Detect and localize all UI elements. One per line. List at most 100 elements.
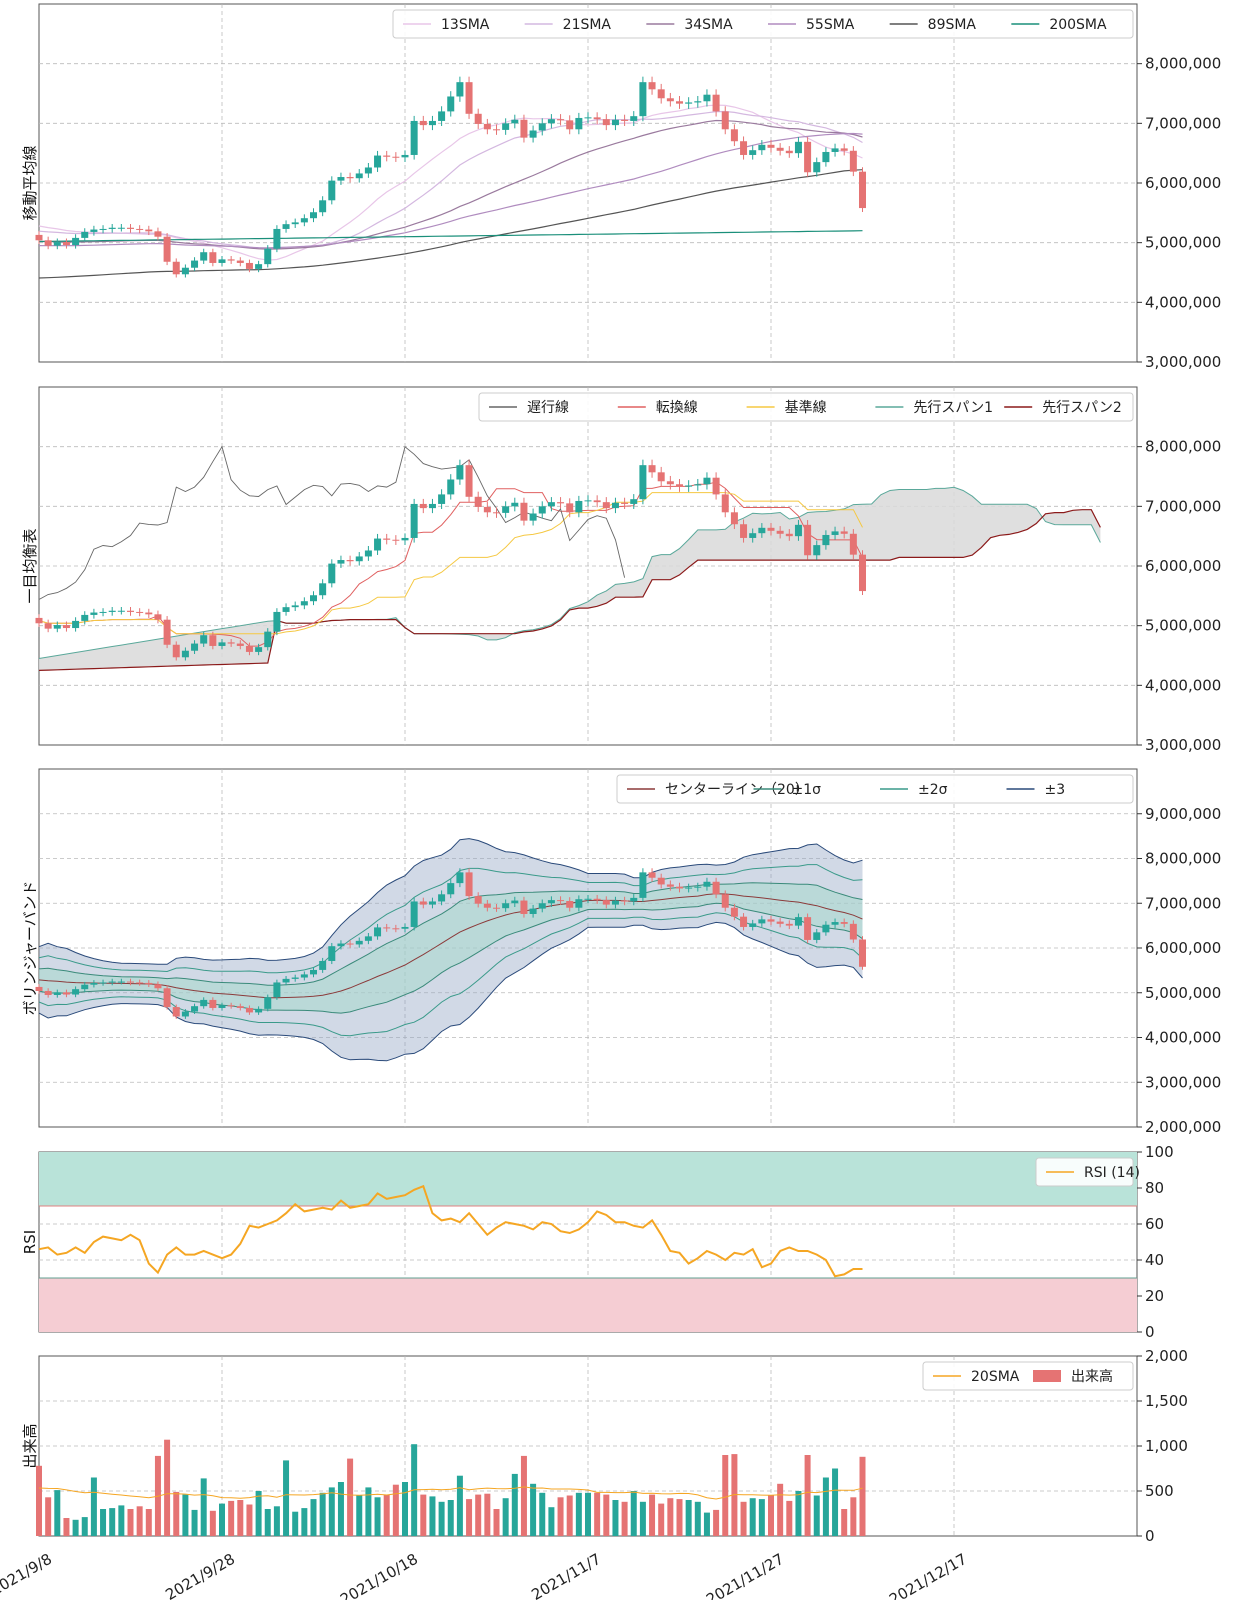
candle-body [621, 502, 629, 504]
volume-bar [283, 1460, 290, 1536]
legend-label: 13SMA [441, 17, 490, 33]
volume-bar [548, 1507, 555, 1536]
candle-body [108, 227, 116, 229]
candle-body [392, 928, 400, 930]
y-tick-label: 0 [1145, 1323, 1155, 1341]
volume-bar [402, 1482, 408, 1536]
y-tick-label: 80 [1145, 1179, 1164, 1197]
candle-body [273, 982, 281, 998]
y-tick-label: 8,000,000 [1145, 438, 1221, 456]
candle-body [291, 605, 299, 608]
candle-body [200, 252, 208, 261]
candle-body [401, 926, 409, 929]
candle-body [282, 224, 290, 229]
y-tick-label: 1,000 [1145, 1437, 1188, 1455]
candle-body [703, 94, 711, 102]
candle-body [804, 524, 812, 556]
y-tick-label: 0 [1145, 1527, 1155, 1545]
volume-bar [639, 1501, 646, 1536]
candle-body [428, 120, 436, 126]
y-tick-label: 100 [1145, 1143, 1174, 1161]
volume-bar [273, 1506, 280, 1536]
candle-body [44, 240, 52, 246]
volume-bar [859, 1456, 866, 1536]
legend-label: 基準線 [785, 399, 827, 416]
candle-body [172, 1007, 180, 1017]
candle-body [209, 999, 217, 1008]
candle-body [602, 119, 610, 126]
candle-body [749, 150, 757, 155]
candle-body [209, 635, 217, 646]
candles-1 [35, 459, 866, 661]
y-tick-label: 20 [1145, 1287, 1164, 1305]
legend-label: 34SMA [684, 17, 733, 33]
x-tick-label: 2021/11/27 [703, 1550, 787, 1600]
candle-body [172, 261, 180, 275]
volume-bar [685, 1500, 692, 1536]
candle-body [566, 120, 574, 130]
candle-body [383, 155, 391, 157]
candle-body [181, 1011, 189, 1017]
candle-body [255, 264, 263, 269]
candle-body [831, 922, 839, 925]
candle-body [392, 156, 400, 158]
candle-body [117, 981, 125, 983]
candle-body [163, 619, 171, 645]
volume-bar [630, 1491, 637, 1536]
candle-body [511, 119, 519, 124]
volume-bar [264, 1509, 271, 1536]
candle-body [456, 82, 464, 97]
candle-body [200, 635, 208, 644]
candle-body [90, 612, 98, 615]
candle-body [35, 234, 43, 241]
candle-body [264, 631, 272, 648]
candle-body [822, 534, 830, 546]
candle-body [35, 986, 43, 991]
candle-body [62, 625, 70, 629]
candle-body [364, 936, 372, 941]
candle-body [602, 502, 610, 509]
candle-body [730, 907, 738, 917]
volume-bar [200, 1478, 207, 1536]
candle-body [328, 946, 336, 961]
candle-body [794, 524, 802, 537]
y-tick-label: 7,000,000 [1145, 894, 1221, 912]
volume-bar [566, 1495, 573, 1536]
candle-body [593, 898, 601, 901]
volume-bar [438, 1501, 445, 1536]
volume-bar [420, 1494, 427, 1536]
candle-body [145, 229, 153, 232]
candle-body [493, 512, 500, 514]
candle-body [621, 119, 629, 121]
candle-body [502, 903, 510, 909]
candle-body [785, 923, 793, 926]
candle-body [547, 900, 555, 904]
candle-body [611, 900, 619, 905]
y-tick-label: 500 [1145, 1482, 1174, 1500]
candle-body [319, 583, 327, 596]
candle-body [273, 228, 281, 249]
candle-body [849, 923, 857, 940]
y-tick-label: 40 [1145, 1251, 1164, 1269]
volume-bar [310, 1499, 317, 1536]
candle-body [117, 610, 125, 612]
candle-body [154, 614, 162, 620]
candle-body [127, 610, 134, 612]
x-tick-label: 2021/12/17 [886, 1550, 970, 1600]
volume-bar [228, 1500, 235, 1536]
volume-ylabel: 出来高 [21, 1423, 39, 1468]
candle-body [44, 623, 52, 629]
candle-body [712, 881, 720, 895]
candle-body [127, 227, 134, 229]
senkou-b-line [38, 509, 1101, 671]
legend-label: ±2σ [918, 782, 948, 798]
candle-body [639, 465, 647, 500]
candle-body [712, 94, 720, 112]
legend-label: 21SMA [563, 17, 612, 33]
candle-body [438, 894, 446, 902]
candle-body [319, 960, 327, 970]
rsi-line [38, 1184, 863, 1278]
legend-2: センターライン（20）±1σ ±2σ ±3 [616, 774, 1134, 804]
candle-body [264, 997, 272, 1009]
senkou-a-line [38, 486, 1101, 659]
